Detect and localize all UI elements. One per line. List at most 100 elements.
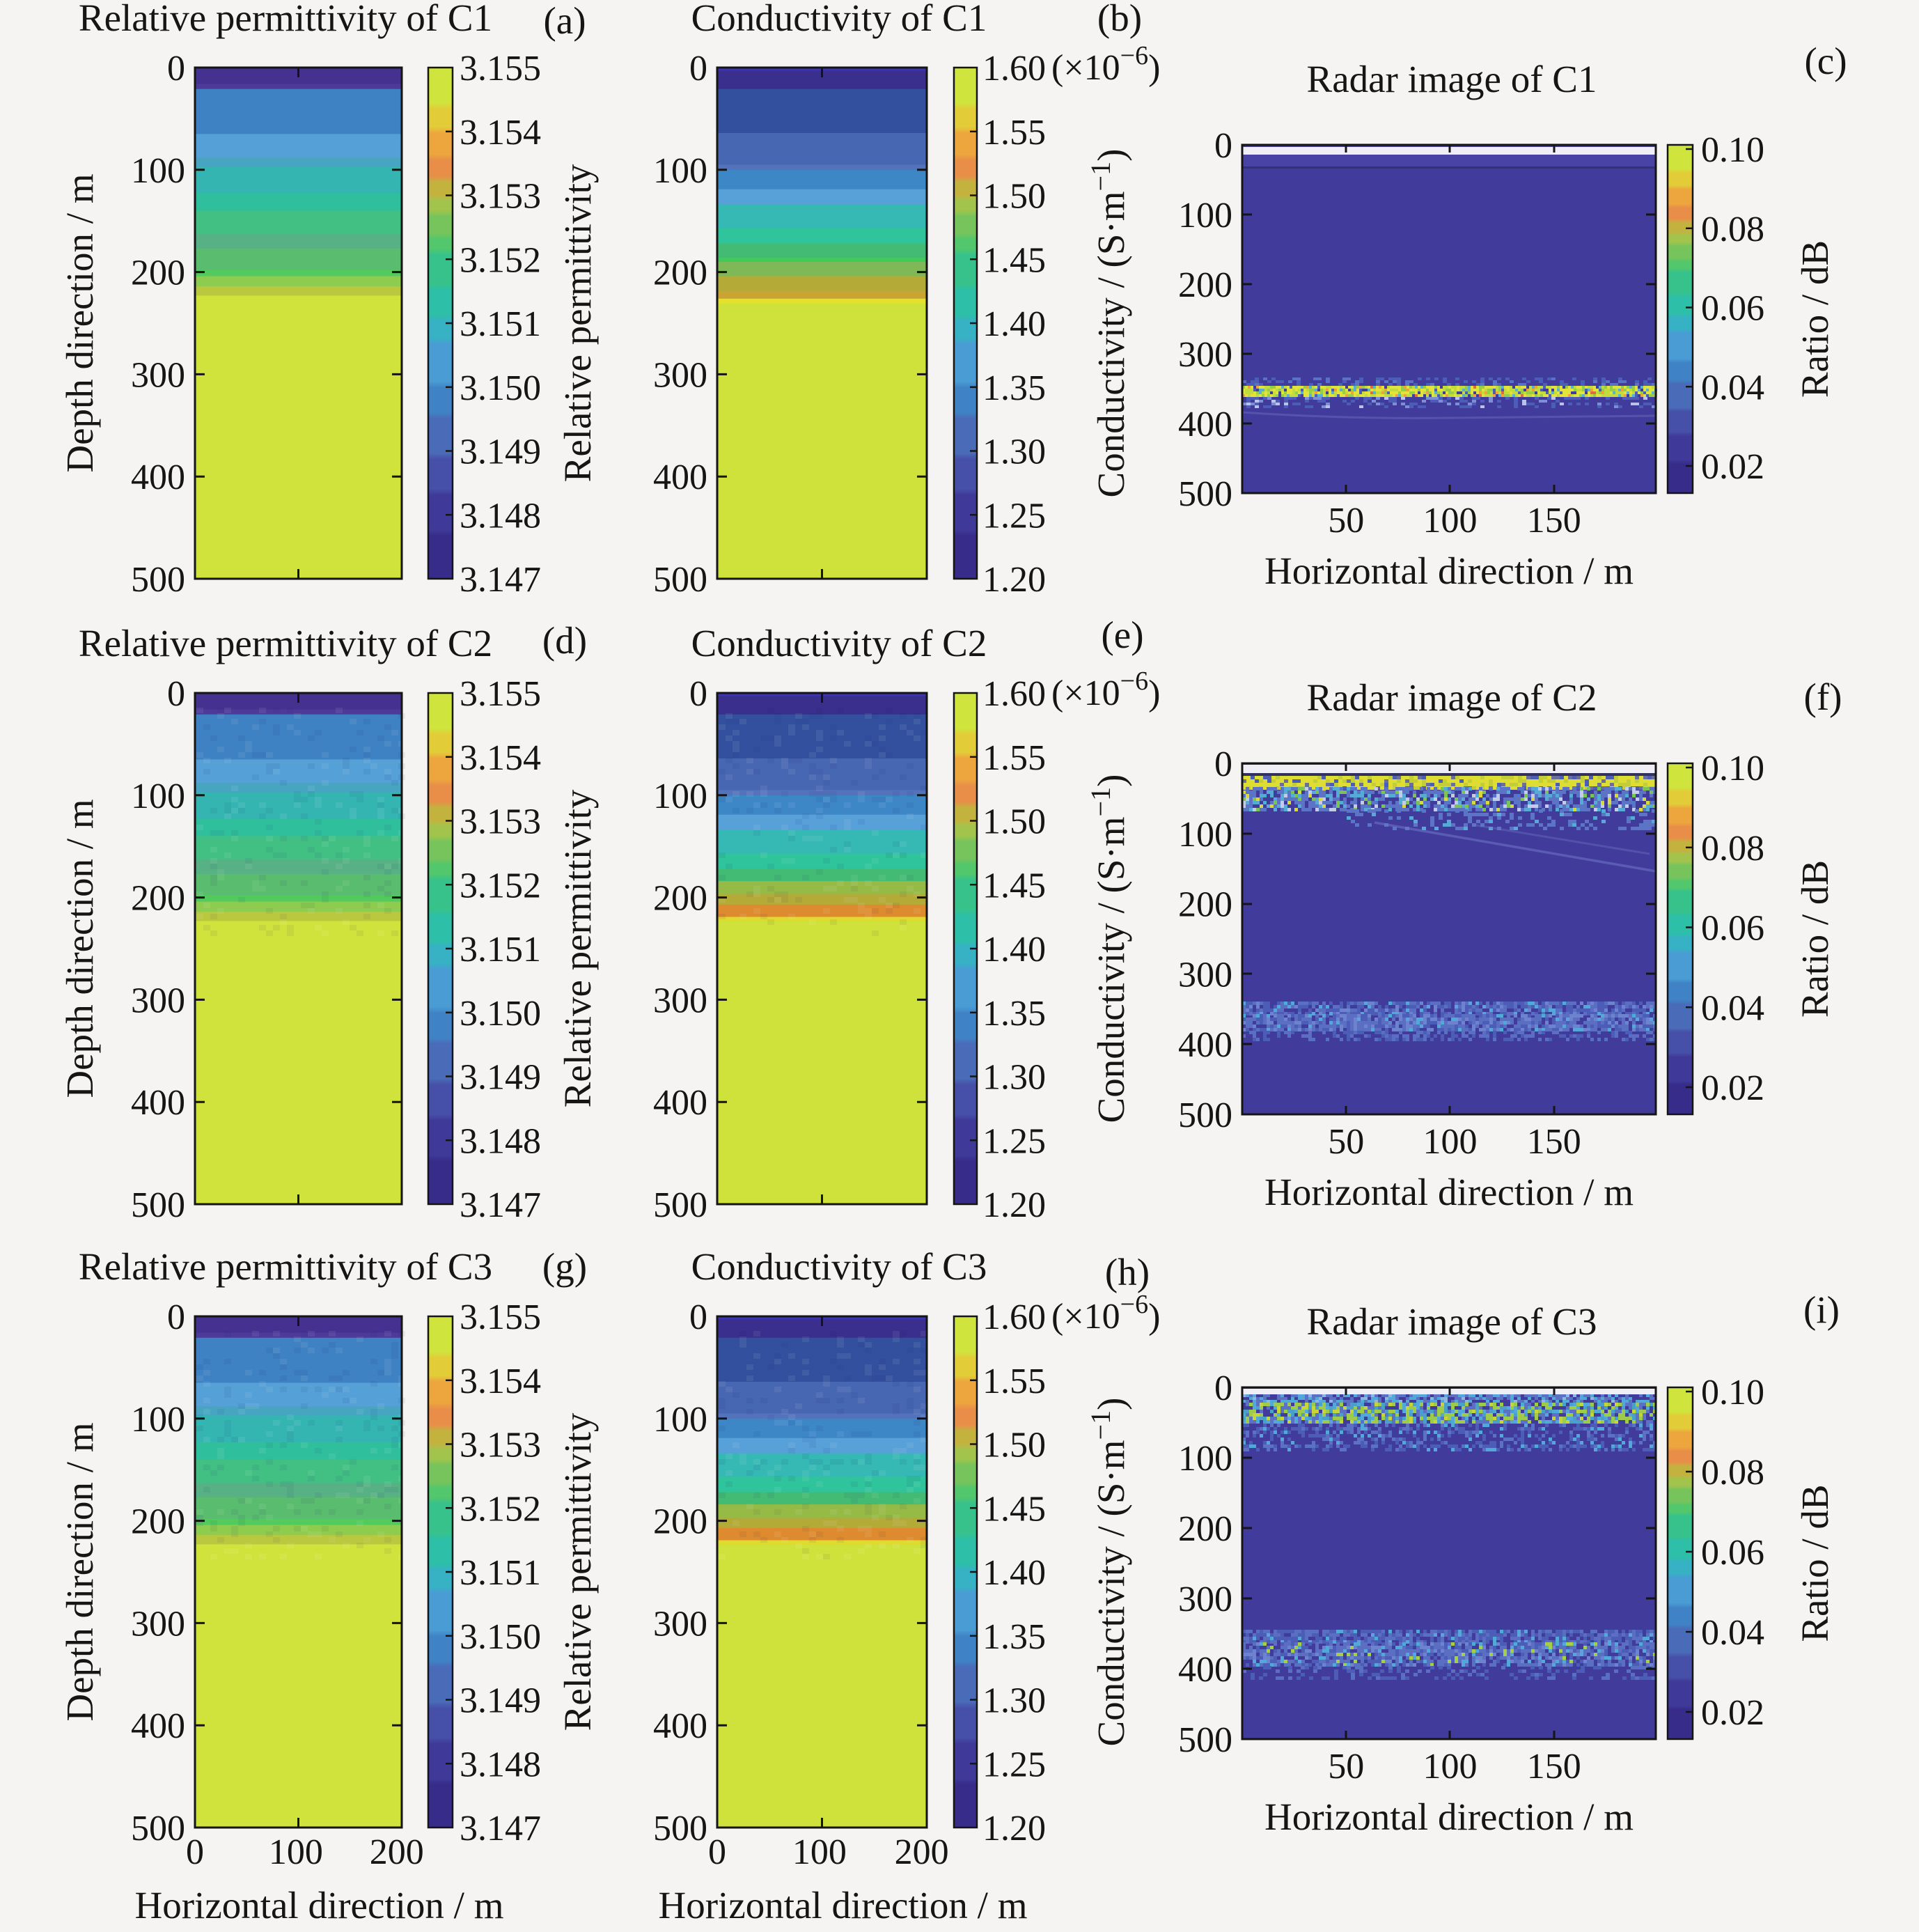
svg-text:300: 300	[653, 355, 707, 395]
svg-text:Relative permittivity: Relative permittivity	[556, 789, 599, 1107]
svg-text:400: 400	[1178, 1025, 1232, 1065]
svg-text:200: 200	[131, 254, 185, 293]
svg-text:1.40: 1.40	[982, 304, 1046, 344]
svg-text:(e): (e)	[1101, 614, 1143, 656]
svg-text:1.40: 1.40	[982, 1553, 1046, 1593]
svg-text:0.08: 0.08	[1701, 829, 1764, 868]
svg-text:200: 200	[895, 1832, 949, 1872]
svg-text:100: 100	[131, 151, 185, 191]
svg-text:1.20: 1.20	[982, 1809, 1046, 1848]
svg-text:0: 0	[186, 1832, 204, 1872]
svg-text:200: 200	[131, 879, 185, 919]
svg-text:100: 100	[792, 1832, 847, 1872]
svg-text:(b): (b)	[1097, 0, 1142, 39]
svg-text:0.10: 0.10	[1701, 749, 1764, 788]
svg-text:3.150: 3.150	[460, 1617, 541, 1657]
svg-text:500: 500	[1178, 1096, 1232, 1135]
svg-text:0: 0	[1214, 126, 1232, 166]
svg-text:3.154: 3.154	[460, 1362, 541, 1401]
svg-text:300: 300	[131, 1604, 185, 1644]
svg-text:Relative permittivity of C3: Relative permittivity of C3	[79, 1245, 492, 1288]
svg-text:1.35: 1.35	[982, 1617, 1046, 1657]
svg-text:1.45: 1.45	[982, 240, 1046, 280]
svg-text:0.10: 0.10	[1701, 130, 1764, 170]
svg-text:150: 150	[1527, 1122, 1581, 1162]
svg-text:Relative permittivity: Relative permittivity	[556, 1412, 599, 1731]
svg-text:300: 300	[131, 355, 185, 395]
svg-text:500: 500	[131, 1185, 185, 1225]
svg-text:3.153: 3.153	[460, 802, 541, 842]
svg-text:(i): (i)	[1803, 1288, 1840, 1331]
svg-text:0.06: 0.06	[1701, 289, 1764, 329]
svg-text:0: 0	[1214, 1369, 1232, 1408]
svg-text:100: 100	[653, 151, 707, 191]
svg-text:1.35: 1.35	[982, 994, 1046, 1034]
svg-text:3.149: 3.149	[460, 433, 541, 472]
svg-text:200: 200	[131, 1502, 185, 1542]
svg-text:200: 200	[370, 1832, 424, 1872]
svg-text:Depth direction / m: Depth direction / m	[58, 173, 101, 472]
svg-text:100: 100	[131, 777, 185, 816]
svg-text:200: 200	[653, 879, 707, 919]
svg-text:100: 100	[1178, 815, 1232, 855]
svg-text:1.55: 1.55	[982, 738, 1046, 778]
svg-text:1.55: 1.55	[982, 113, 1046, 153]
svg-text:400: 400	[131, 1083, 185, 1123]
svg-text:0.04: 0.04	[1701, 1613, 1764, 1653]
svg-text:1.60: 1.60	[982, 674, 1046, 714]
svg-text:200: 200	[1178, 1509, 1232, 1549]
svg-text:200: 200	[653, 1502, 707, 1542]
svg-text:1.25: 1.25	[982, 1121, 1046, 1161]
svg-text:50: 50	[1328, 1122, 1364, 1162]
svg-text:(c): (c)	[1804, 40, 1847, 82]
svg-text:1.30: 1.30	[982, 1681, 1046, 1721]
svg-text:0.02: 0.02	[1701, 447, 1764, 487]
svg-text:3.153: 3.153	[460, 177, 541, 217]
svg-text:500: 500	[1178, 1720, 1232, 1760]
svg-text:3.147: 3.147	[460, 1809, 541, 1848]
svg-text:50: 50	[1328, 1747, 1364, 1786]
svg-text:100: 100	[1423, 501, 1477, 540]
svg-text:1.45: 1.45	[982, 866, 1046, 905]
svg-text:150: 150	[1527, 501, 1581, 540]
svg-text:Depth direction / m: Depth direction / m	[58, 799, 101, 1098]
svg-text:200: 200	[1178, 265, 1232, 305]
svg-text:Radar image of C2: Radar image of C2	[1307, 676, 1597, 719]
svg-text:Conductivity of C2: Conductivity of C2	[691, 622, 987, 664]
svg-text:500: 500	[653, 1809, 707, 1848]
svg-text:(a): (a)	[543, 0, 586, 42]
svg-text:Relative permittivity of C1: Relative permittivity of C1	[79, 0, 492, 39]
svg-text:400: 400	[653, 1706, 707, 1746]
svg-text:3.155: 3.155	[460, 674, 541, 714]
svg-text:0.08: 0.08	[1701, 1453, 1764, 1493]
svg-text:3.150: 3.150	[460, 994, 541, 1034]
svg-text:0: 0	[689, 49, 707, 88]
svg-text:3.149: 3.149	[460, 1058, 541, 1098]
svg-text:1.60: 1.60	[982, 1298, 1046, 1337]
svg-text:500: 500	[131, 1809, 185, 1848]
svg-text:3.150: 3.150	[460, 368, 541, 408]
svg-text:0.04: 0.04	[1701, 988, 1764, 1028]
svg-text:100: 100	[269, 1832, 323, 1872]
svg-text:1.50: 1.50	[982, 177, 1046, 217]
svg-text:100: 100	[653, 777, 707, 816]
svg-text:3.152: 3.152	[460, 866, 541, 905]
svg-text:Conductivity / (S·m−1): Conductivity / (S·m−1)	[1085, 149, 1132, 498]
svg-text:300: 300	[1178, 1580, 1232, 1619]
svg-text:Horizontal direction / m: Horizontal direction / m	[1264, 550, 1634, 592]
svg-text:3.153: 3.153	[460, 1426, 541, 1465]
svg-text:100: 100	[653, 1400, 707, 1440]
svg-text:100: 100	[131, 1400, 185, 1440]
svg-text:3.155: 3.155	[460, 49, 541, 88]
svg-text:3.154: 3.154	[460, 113, 541, 153]
svg-text:3.151: 3.151	[460, 304, 541, 344]
svg-text:1.40: 1.40	[982, 930, 1046, 969]
svg-text:0: 0	[167, 674, 185, 714]
svg-text:300: 300	[131, 981, 185, 1020]
svg-text:Ratio / dB: Ratio / dB	[1794, 1484, 1836, 1642]
svg-text:3.155: 3.155	[460, 1298, 541, 1337]
svg-text:Horizontal direction / m: Horizontal direction / m	[1264, 1171, 1634, 1213]
svg-text:Depth direction / m: Depth direction / m	[58, 1422, 101, 1721]
svg-text:3.147: 3.147	[460, 560, 541, 600]
svg-text:150: 150	[1527, 1747, 1581, 1786]
